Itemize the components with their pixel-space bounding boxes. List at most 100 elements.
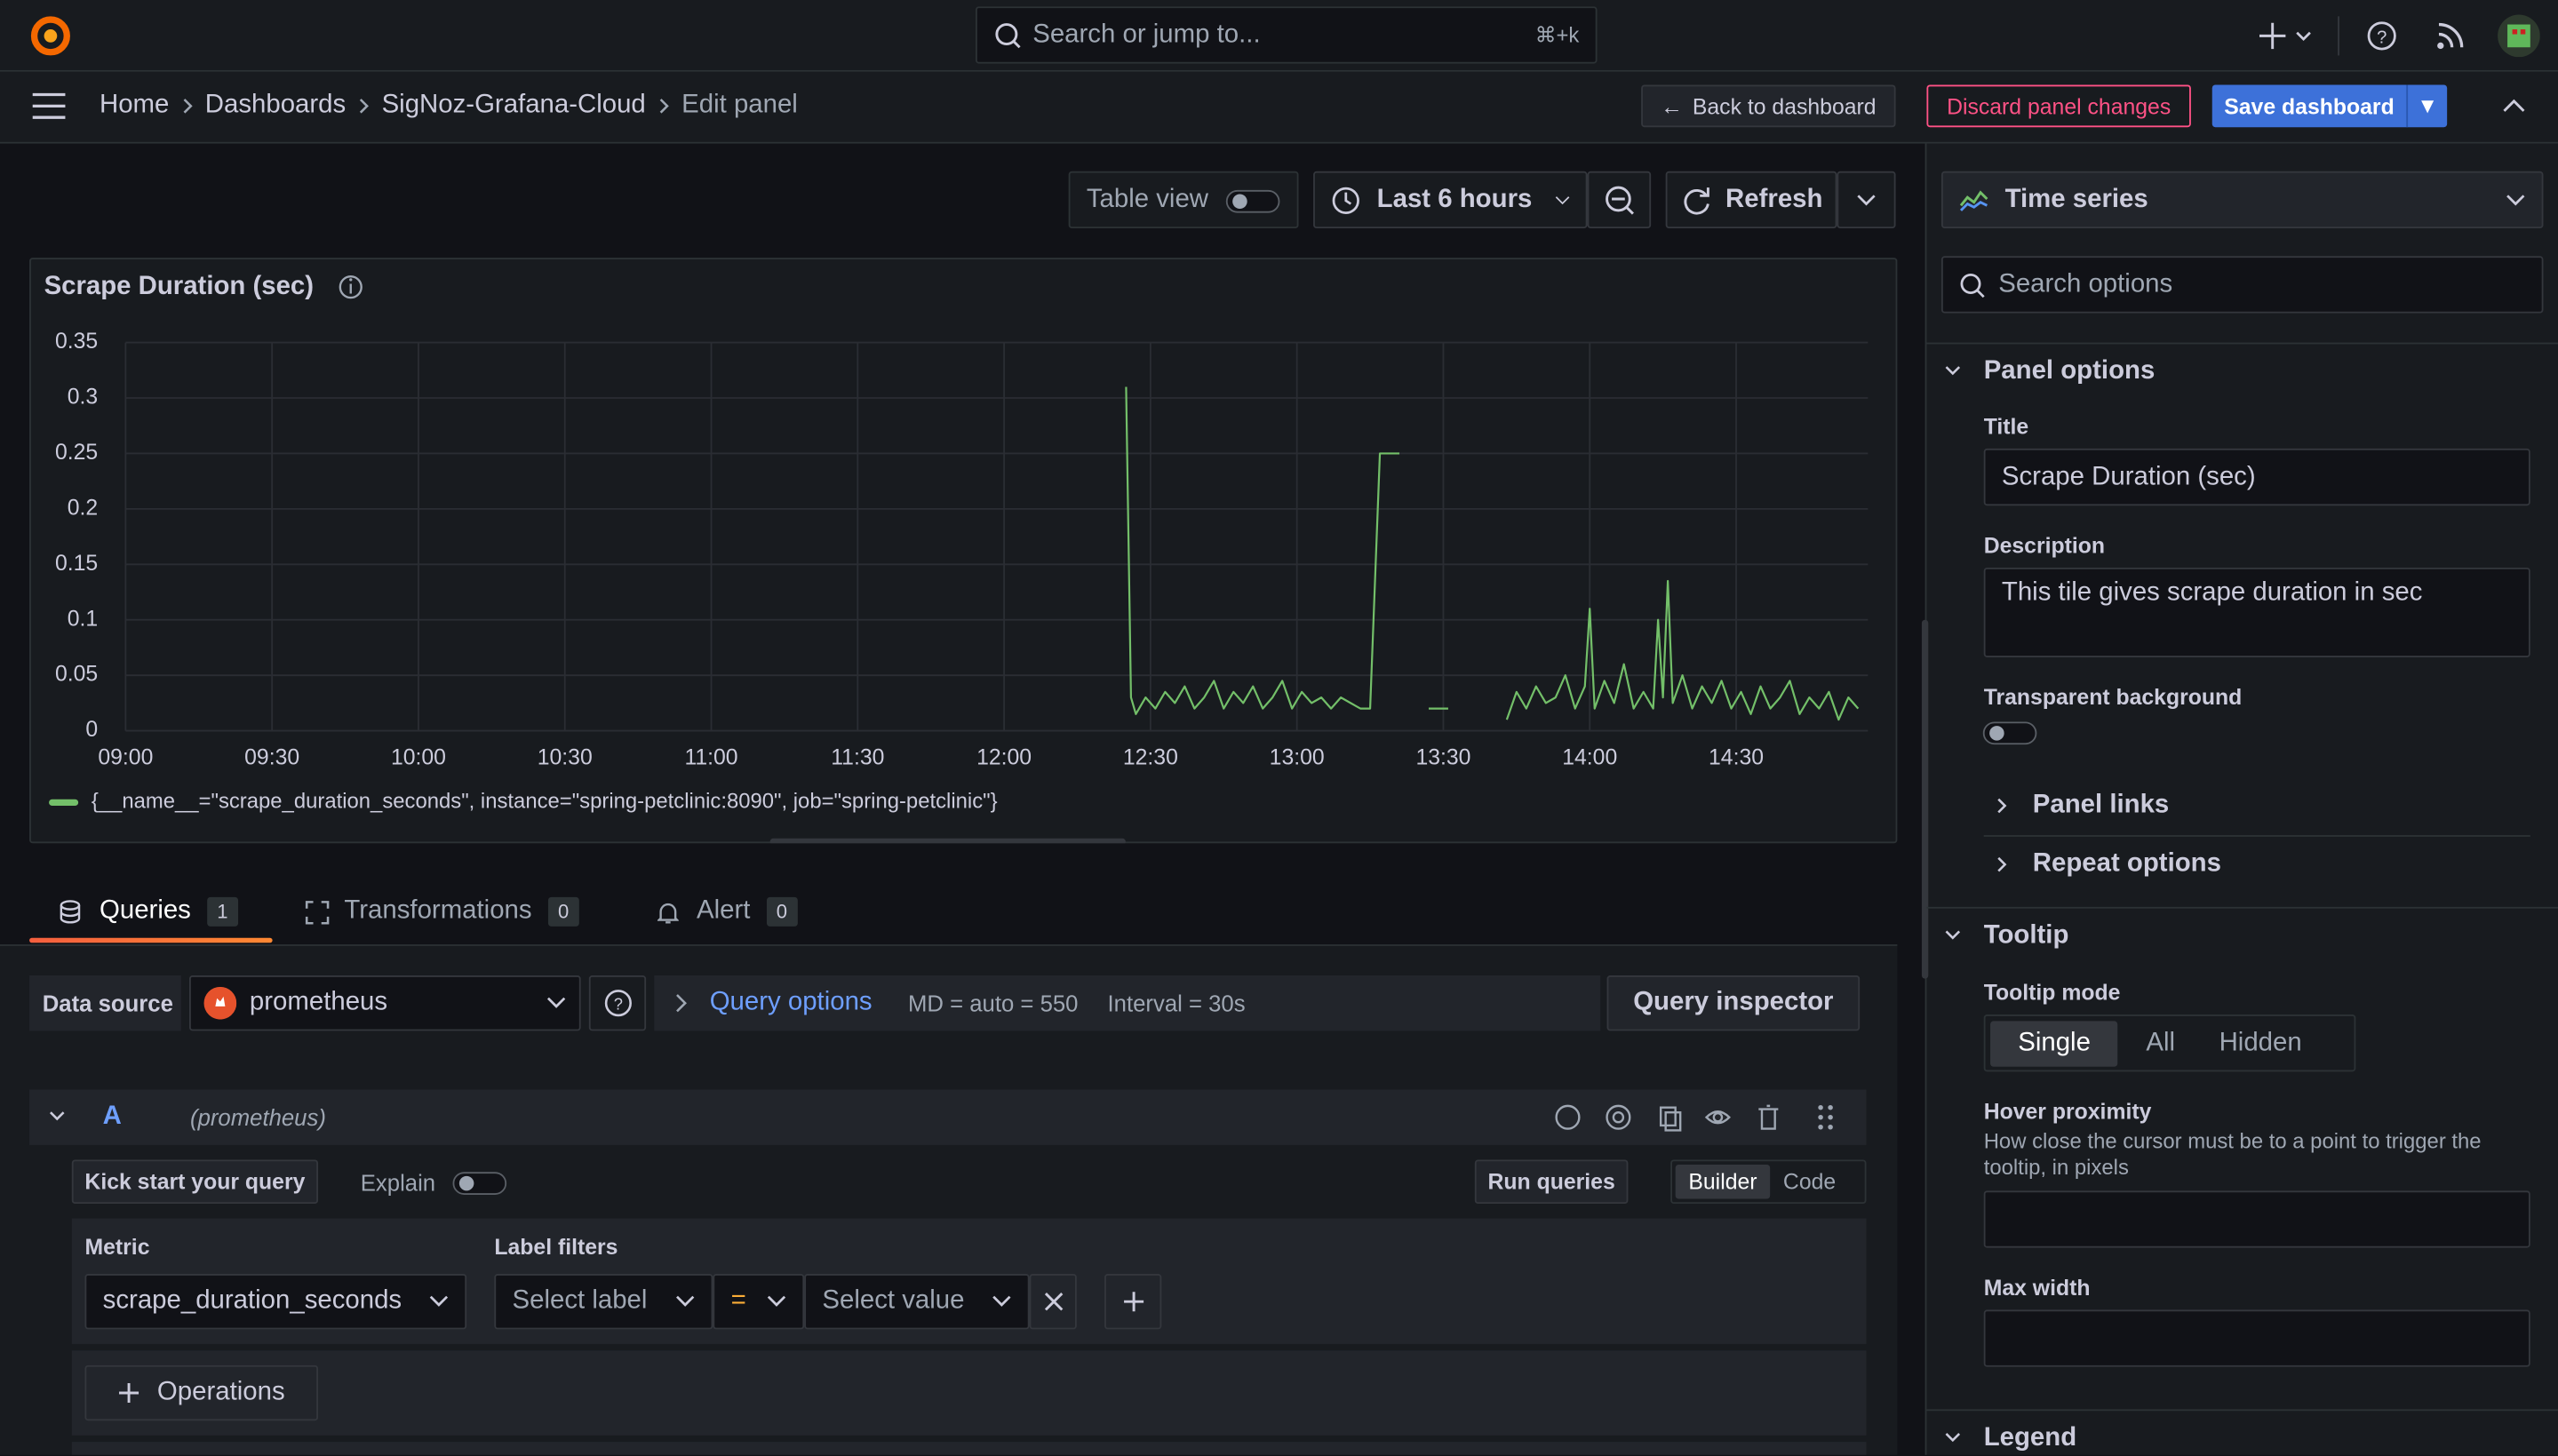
label: Run queries <box>1487 1169 1615 1195</box>
news-icon[interactable] <box>2435 21 2465 51</box>
mode-option[interactable]: All <box>2146 1028 2176 1056</box>
viz-name: Time series <box>2004 185 2148 213</box>
operations-button[interactable]: Operations <box>84 1365 319 1421</box>
grafana-logo[interactable] <box>28 13 73 59</box>
label: Kick start your query <box>84 1169 306 1195</box>
datasource-help[interactable]: ? <box>588 975 647 1031</box>
y-tick-label: 0.15 <box>55 552 98 576</box>
query-inspector[interactable]: Query inspector <box>1606 975 1861 1031</box>
datasource-picker[interactable]: prometheus <box>188 975 581 1031</box>
operator-select[interactable]: = <box>713 1273 805 1330</box>
builder-mode[interactable]: Builder <box>1675 1164 1771 1199</box>
save-button[interactable]: Save dashboard ▾ <box>2211 84 2448 128</box>
search-bar[interactable]: Search or jump to... ⌘+k <box>975 6 1598 64</box>
divider <box>1983 835 2530 837</box>
value-select[interactable]: Select value <box>804 1273 1030 1330</box>
chevron <box>992 1295 1011 1307</box>
back-button[interactable]: ← Back to dashboard <box>1641 84 1896 128</box>
operator: = <box>730 1286 746 1315</box>
zoom-out[interactable] <box>1587 171 1652 229</box>
remove-filter[interactable] <box>1029 1273 1077 1330</box>
x-tick-label: 09:00 <box>98 745 153 769</box>
metric-select[interactable]: scrape_duration_seconds <box>84 1273 467 1330</box>
explain-toggle[interactable]: Explain <box>361 1159 507 1204</box>
section-header[interactable]: Panel options <box>1945 355 2155 388</box>
datasource-name: prometheus <box>249 988 388 1016</box>
section-title: Tooltip <box>1983 921 2069 950</box>
separator <box>359 99 369 114</box>
breadcrumb[interactable]: Dashboards <box>204 91 347 120</box>
hover-input[interactable] <box>1983 1190 2530 1248</box>
placeholder: Select label <box>512 1286 648 1315</box>
switch <box>452 1171 506 1195</box>
section-title: Repeat options <box>2032 849 2221 878</box>
visualization-picker[interactable]: Time series <box>1940 171 2544 229</box>
section-header[interactable]: Repeat options <box>1996 848 2221 881</box>
add-filter[interactable] <box>1104 1273 1162 1330</box>
avatar[interactable] <box>2498 14 2540 58</box>
search-icon <box>995 22 1021 48</box>
title-input[interactable]: Scrape Duration (sec) <box>1983 448 2530 506</box>
tab[interactable]: Queries 1 <box>59 894 238 929</box>
max-width-input[interactable] <box>1983 1309 2530 1367</box>
breadcrumbs: Home Dashboards SigNoz-Grafana-Cloud Edi… <box>100 90 798 123</box>
bell-icon <box>657 903 679 923</box>
separator <box>182 99 193 114</box>
query-actions[interactable] <box>1553 1102 1846 1132</box>
table-view-toggle[interactable]: Table view <box>1068 171 1299 229</box>
tab[interactable]: Alert 0 <box>657 894 798 929</box>
refresh-interval[interactable] <box>1837 171 1896 229</box>
breadcrumb[interactable]: Home <box>100 91 170 120</box>
section-header[interactable]: Legend <box>1945 1422 2077 1455</box>
section-header[interactable]: Tooltip <box>1945 920 2069 953</box>
scrollbar[interactable] <box>769 838 1126 844</box>
y-tick-label: 0.3 <box>68 386 98 410</box>
discard-button[interactable]: Discard panel changes <box>1926 84 2191 128</box>
mode-option[interactable]: Single <box>1990 1020 2119 1066</box>
time-picker[interactable]: Last 6 hours ⌵ <box>1313 171 1588 229</box>
query-ref[interactable]: A <box>102 1102 122 1131</box>
collapse[interactable] <box>49 1110 65 1124</box>
section-header[interactable]: Panel links <box>1996 790 2169 823</box>
y-tick-label: 0.2 <box>68 496 98 520</box>
chevron <box>676 994 687 1013</box>
refresh-button[interactable]: Refresh <box>1665 171 1837 229</box>
query-source: (prometheus) <box>190 1104 326 1131</box>
x-tick-label: 12:30 <box>1123 745 1178 769</box>
breadcrumb[interactable]: SigNoz-Grafana-Cloud <box>381 91 646 120</box>
query-options[interactable]: Query options MD = auto = 550 Interval = 3… <box>654 975 1601 1031</box>
tab-label: Alert <box>697 896 751 926</box>
collapse-toggle[interactable] <box>2501 94 2527 117</box>
divider <box>1926 1409 2558 1412</box>
label-select[interactable]: Select label <box>494 1273 713 1330</box>
x-tick-label: 14:00 <box>1562 745 1617 769</box>
y-tick-label: 0.25 <box>55 441 98 465</box>
help-icon[interactable]: ? <box>2365 20 2398 52</box>
kick-start[interactable]: Kick start your query <box>71 1159 319 1205</box>
legend-label: {__name__="scrape_duration_seconds", ins… <box>92 790 998 814</box>
scrollbar[interactable] <box>1921 619 1929 979</box>
clock-icon <box>1332 186 1359 214</box>
menu-toggle[interactable] <box>31 91 67 121</box>
run-queries[interactable]: Run queries <box>1474 1159 1629 1205</box>
x-tick-label: 11:00 <box>684 745 737 769</box>
chevron <box>1945 1433 1961 1443</box>
svg-text:?: ? <box>2377 28 2387 48</box>
mode-option[interactable]: Hidden <box>2219 1028 2302 1056</box>
label: Data source <box>42 990 173 1016</box>
switch[interactable] <box>1982 718 2041 747</box>
x-tick-label: 13:30 <box>1415 745 1470 769</box>
tab-count: 1 <box>207 896 238 927</box>
section-title: Legend <box>1983 1423 2077 1452</box>
options-search[interactable]: Search options <box>1940 256 2544 314</box>
info-icon[interactable] <box>339 275 363 299</box>
new-menu[interactable] <box>2258 20 2316 52</box>
datasource-label: Data source <box>29 975 181 1031</box>
code-mode[interactable]: Code <box>1782 1169 1837 1195</box>
transform-icon <box>305 900 330 924</box>
description-input[interactable]: This tile gives scrape duration in sec <box>1983 567 2530 657</box>
refresh-icon <box>1683 187 1709 214</box>
tab[interactable]: Transformations 0 <box>305 894 579 929</box>
plus-icon <box>1123 1292 1144 1312</box>
